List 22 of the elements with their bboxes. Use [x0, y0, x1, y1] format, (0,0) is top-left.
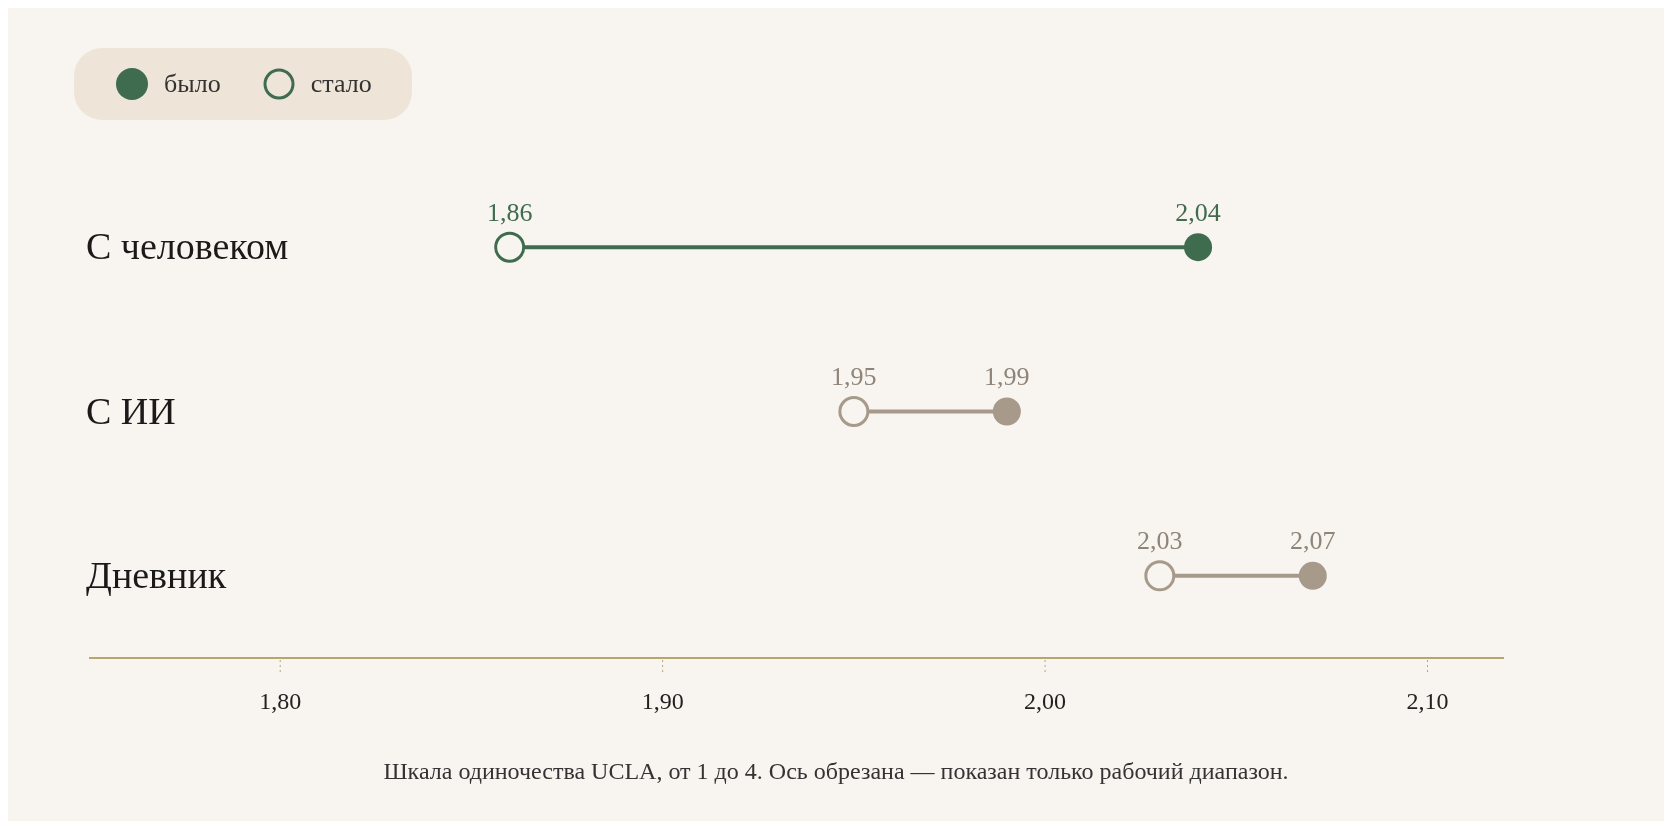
legend-label: было — [164, 69, 221, 99]
point — [1144, 560, 1176, 592]
x-tick-label: 2,00 — [1024, 688, 1067, 715]
point — [1298, 561, 1327, 590]
point — [838, 396, 870, 427]
data-label: 2,04 — [1175, 197, 1221, 227]
legend-label: стало — [310, 69, 372, 99]
data-label: 1,86 — [486, 197, 533, 227]
data-label: 2,03 — [1137, 526, 1183, 556]
x-tick-label: 1,90 — [641, 688, 684, 715]
y-tick-label: Дневник — [86, 553, 227, 596]
data-label: 2,07 — [1290, 526, 1336, 556]
point — [494, 231, 526, 263]
y-tick-label: С человеком — [86, 225, 289, 268]
x-tick-label: 1,80 — [259, 688, 302, 715]
data-label: 1,99 — [984, 361, 1030, 391]
y-tick-label: С ИИ — [86, 389, 176, 432]
x-tick-label: 2,10 — [1406, 688, 1449, 715]
data-label: 1,95 — [831, 361, 877, 391]
point — [1184, 233, 1213, 262]
point — [992, 397, 1021, 426]
text: Шкала одиночества UCLA, от 1 до 4. Ось обрезана — показан только рабочий диапазон. — [382, 758, 1290, 785]
